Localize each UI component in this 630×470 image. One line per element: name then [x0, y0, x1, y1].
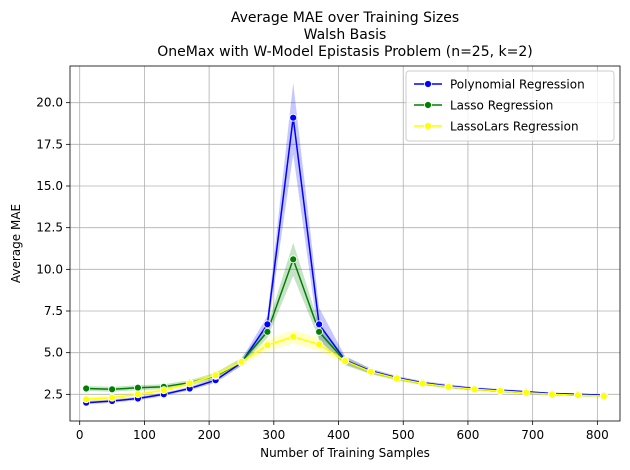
y-tick-label: 15.0 [36, 179, 63, 193]
point-lassolars-regression [263, 341, 272, 350]
line-lasso-regression [86, 257, 604, 397]
point-lassolars-regression [289, 332, 298, 341]
y-axis-ticks: 2.5 5.0 7.5 10.0 12.5 15.0 17.5 20.0 [36, 96, 70, 401]
point-lassolars-regression [392, 374, 401, 383]
y-tick-label: 20.0 [36, 96, 63, 110]
point-lasso-regression [289, 255, 298, 264]
point-lasso-regression [82, 384, 91, 393]
y-tick-label: 7.5 [44, 304, 63, 318]
point-lasso-regression [315, 327, 324, 336]
x-tick-label: 300 [262, 428, 285, 442]
x-tick-label: 100 [133, 428, 156, 442]
x-axis-ticks: 0 100 200 300 400 500 600 700 800 [76, 421, 609, 442]
legend-marker-polynomial [424, 80, 432, 88]
point-lassolars-regression [159, 386, 168, 395]
point-lasso-regression [133, 383, 142, 392]
y-axis-label: Average MAE [9, 204, 23, 283]
point-lasso-regression [108, 385, 116, 394]
point-lassolars-regression [522, 388, 531, 397]
point-lassolars-regression [470, 385, 479, 394]
point-lassolars-regression [82, 395, 91, 404]
point-lasso-regression [263, 327, 272, 336]
point-lassolars-regression [444, 382, 453, 391]
plot-frame [69, 65, 621, 422]
series-points [82, 113, 608, 407]
point-lassolars-regression [237, 357, 246, 366]
x-tick-label: 700 [521, 428, 544, 442]
chart-title-line-2: Walsh Basis [304, 27, 387, 43]
point-lassolars-regression [185, 379, 194, 388]
x-tick-label: 200 [198, 428, 221, 442]
point-lassolars-regression [315, 340, 324, 349]
point-lassolars-regression [211, 371, 220, 380]
x-tick-label: 600 [456, 428, 479, 442]
x-tick-label: 0 [76, 428, 84, 442]
band-lasso-regression [86, 242, 604, 397]
grid [70, 66, 620, 421]
point-lassolars-regression [133, 390, 142, 399]
point-polynomial-regression [289, 113, 298, 122]
point-lassolars-regression [496, 387, 505, 395]
legend-marker-lassolars [424, 122, 432, 130]
x-tick-label: 500 [392, 428, 415, 442]
point-lassolars-regression [366, 367, 375, 376]
y-tick-label: 12.5 [36, 221, 63, 235]
point-polynomial-regression [315, 320, 324, 329]
point-lassolars-regression [108, 393, 116, 402]
y-tick-label: 2.5 [44, 387, 63, 401]
legend-label-lassolars: LassoLars Regression [450, 120, 579, 134]
x-axis-label: Number of Training Samples [260, 446, 430, 460]
x-tick-label: 800 [586, 428, 609, 442]
chart-title-line-3: OneMax with W-Model Epistasis Problem (n… [157, 44, 532, 60]
chart-title-line-1: Average MAE over Training Sizes [231, 10, 459, 26]
point-lassolars-regression [599, 392, 608, 400]
point-lassolars-regression [548, 390, 556, 399]
point-lassolars-regression [341, 357, 349, 365]
legend-label-lasso: Lasso Regression [450, 99, 553, 113]
legend-box [405, 70, 615, 142]
y-tick-label: 10.0 [36, 262, 63, 276]
legend: Polynomial Regression Lasso Regression L… [405, 70, 615, 142]
legend-label-polynomial: Polynomial Regression [450, 78, 585, 92]
x-tick-label: 400 [327, 428, 350, 442]
point-lassolars-regression [418, 379, 427, 388]
y-tick-label: 5.0 [44, 346, 63, 360]
point-polynomial-regression [263, 320, 272, 329]
legend-marker-lasso [424, 101, 432, 109]
point-lassolars-regression [574, 391, 582, 400]
chart-title: Average MAE over Training Sizes Walsh Ba… [157, 10, 532, 60]
y-tick-label: 17.5 [36, 137, 63, 151]
